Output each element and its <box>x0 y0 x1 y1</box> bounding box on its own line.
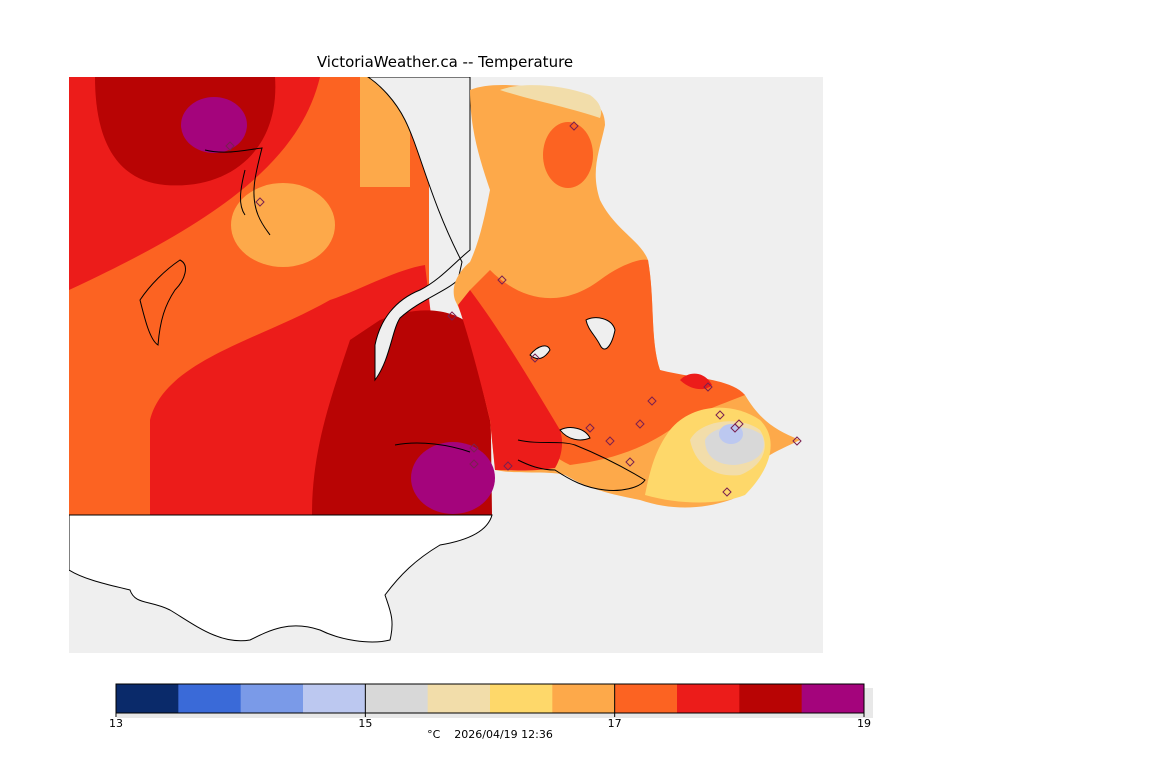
south-landmass <box>69 514 493 643</box>
colorbar-cell <box>427 684 491 713</box>
west-region <box>69 77 495 515</box>
inlet-water <box>367 77 471 382</box>
colorbar-cell <box>677 684 740 713</box>
colorbar-cell <box>490 684 553 713</box>
colorbar-cell <box>614 684 678 713</box>
colorbar <box>115 683 873 718</box>
colorbar-cell <box>801 684 865 713</box>
colorbar-tick-label: 19 <box>857 717 871 730</box>
colorbar-cell <box>178 684 242 713</box>
colorbar-tick-label: 17 <box>607 717 622 730</box>
east-region <box>453 85 800 508</box>
colorbar-cell <box>116 684 179 713</box>
timestamp: 2026/04/19 12:36 <box>454 728 553 741</box>
colorbar-cell <box>303 684 366 713</box>
colorbar-tick-label: 13 <box>109 717 123 730</box>
coastlines <box>139 147 646 491</box>
unit-label: °C <box>427 728 441 741</box>
map-title: VictoriaWeather.ca -- Temperature <box>316 53 574 71</box>
colorbar-cell <box>240 684 304 713</box>
temperature-contours <box>69 77 802 643</box>
colorbar-tick-label: 15 <box>358 717 373 730</box>
colorbar-cell <box>739 684 803 713</box>
map-footer: °C 2026/04/19 12:36 <box>0 728 980 741</box>
colorbar-cell <box>365 684 429 713</box>
colorbar-cell <box>552 684 616 713</box>
station-markers <box>225 121 802 497</box>
